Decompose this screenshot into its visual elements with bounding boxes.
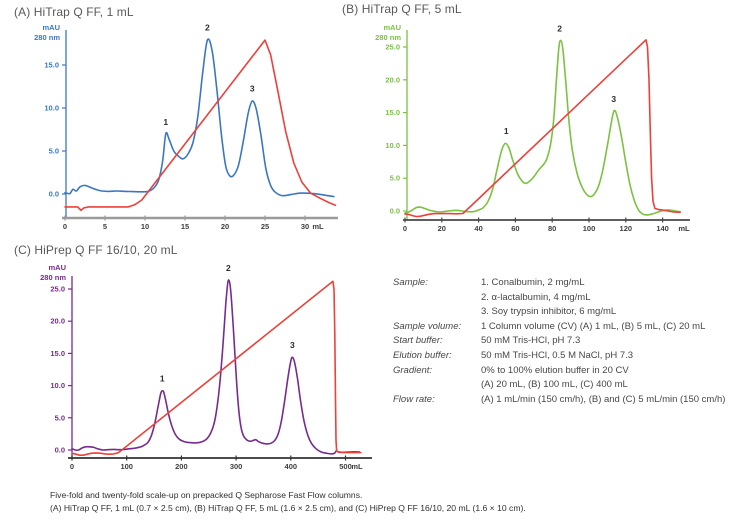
condition-value-line: 1 Column volume (CV) (A) 1 mL, (B) 5 mL,… — [481, 320, 706, 332]
x-tick-label: 140 — [656, 224, 669, 233]
figure-caption: Five-fold and twenty-fold scale-up on pr… — [50, 489, 526, 515]
condition-row: Gradient: 0% to 100% elution buffer in 20… — [393, 364, 735, 393]
x-tick-label: 120 — [620, 224, 633, 233]
y-tick-label: 5.0 — [49, 147, 59, 156]
chart-b-title: (B) HiTrap Q FF, 5 mL — [342, 2, 462, 16]
y-tick-label: 0.0 — [49, 190, 59, 199]
condition-row: Flow rate: (A) 1 mL/min (150 cm/h), (B) a… — [393, 393, 735, 408]
condition-value: (A) 1 mL/min (150 cm/h), (B) and (C) 5 m… — [481, 393, 735, 408]
condition-value-line: 1. Conalbumin, 2 mg/mL — [481, 277, 585, 288]
x-tick-label: 60 — [511, 224, 519, 233]
condition-value-line: 3. Soy trypsin inhibitor, 6 mg/mL — [481, 306, 617, 318]
condition-value: 50 mM Tris-HCl, 0.5 M NaCl, pH 7.3 — [481, 349, 735, 364]
condition-value: 50 mM Tris-HCl, pH 7.3 — [481, 334, 735, 349]
condition-label: Start buffer: — [393, 335, 443, 347]
y-tick-label: 0.0 — [55, 446, 65, 455]
y-tick-label: 10.0 — [44, 104, 59, 113]
salt-gradient-line — [71, 280, 362, 456]
peak-label-3: 3 — [250, 84, 255, 94]
peak-label-1: 1 — [504, 126, 509, 136]
chart-b-plot: mAU 280 nm 0.0 5.0 10.0 15.0 20.0 25.0 0 20 40 60 80… — [375, 23, 690, 233]
condition-value-line: 2. α-lactalbumin, 4 mg/mL — [481, 291, 591, 303]
peak-label-1: 1 — [160, 374, 165, 384]
x-tick-label: 0 — [63, 222, 67, 231]
condition-value: 1. Conalbumin, 2 mg/mL 2. α-lactalbumin, … — [481, 276, 735, 320]
condition-label: Flow rate: — [393, 393, 435, 405]
condition-value: 0% to 100% elution buffer in 20 CV (A) 20… — [481, 364, 735, 393]
x-tick-label: 500 — [339, 462, 352, 471]
caption-line-2: (A) HiTrap Q FF, 1 mL (0.7 × 2.5 cm), (B… — [50, 502, 526, 513]
y-tick-label: 0.0 — [390, 207, 400, 216]
y-tick-label: 15.0 — [50, 349, 65, 358]
condition-row: Start buffer: 50 mM Tris-HCl, pH 7.3 — [393, 334, 735, 349]
chart-a-plot: mAU 280 nm 0.0 5.0 10.0 15.0 0 5 10 15 20 25 30 mL 1 2 3 — [34, 23, 338, 231]
peak-label-2: 2 — [205, 23, 210, 33]
salt-gradient-line — [404, 39, 681, 218]
x-tick-label: 40 — [474, 224, 482, 233]
x-tick-label: 400 — [285, 462, 298, 471]
y-tick-label: 10.0 — [385, 141, 400, 150]
peak-label-3: 3 — [290, 340, 295, 350]
chart-a-title: (A) HiTrap Q FF, 1 mL — [14, 5, 134, 19]
condition-value-line: 50 mM Tris-HCl, pH 7.3 — [481, 335, 581, 347]
condition-value-line: (A) 1 mL/min (150 cm/h), (B) and (C) 5 m… — [481, 393, 726, 405]
y-tick-label: 5.0 — [55, 413, 65, 422]
condition-value-line: 0% to 100% elution buffer in 20 CV — [481, 364, 629, 376]
condition-value-line: 50 mM Tris-HCl, 0.5 M NaCl, pH 7.3 — [481, 349, 634, 361]
condition-value-line: (A) 20 mL, (B) 100 mL, (C) 400 mL — [481, 379, 628, 391]
x-tick-label: 200 — [175, 462, 188, 471]
x-axis-unit-label: mL — [312, 222, 324, 231]
condition-row: Elution buffer: 50 mM Tris-HCl, 0.5 M NaC… — [393, 349, 735, 364]
peak-label-2: 2 — [226, 263, 231, 273]
y-axis-unit-label: mAU 280 nm — [40, 263, 66, 282]
peak-label-1: 1 — [163, 117, 168, 127]
y-axis-unit-label: mAU 280 nm — [34, 23, 60, 42]
x-tick-label: 15 — [181, 222, 189, 231]
condition-label: Gradient: — [393, 364, 433, 376]
x-tick-label: 20 — [221, 222, 229, 231]
x-tick-label: 25 — [261, 222, 269, 231]
y-axis-unit-label: mAU 280 nm — [375, 23, 401, 42]
y-tick-label: 5.0 — [390, 174, 400, 183]
x-tick-label: 20 — [438, 224, 446, 233]
caption-line-1: Five-fold and twenty-fold scale-up on pr… — [50, 490, 363, 500]
uv-280-absorbance-trace — [64, 38, 335, 198]
condition-label: Sample: — [393, 277, 428, 288]
y-tick-label: 20.0 — [385, 75, 400, 84]
y-tick-label: 10.0 — [50, 381, 65, 390]
y-tick-label: 20.0 — [50, 317, 65, 326]
uv-280-absorbance-trace — [404, 39, 681, 216]
condition-row: Sample: 1. Conalbumin, 2 mg/mL 2. α-lactal… — [393, 276, 735, 320]
x-tick-label: 80 — [548, 224, 556, 233]
y-tick-label: 25.0 — [50, 285, 65, 294]
condition-label: Elution buffer: — [393, 349, 452, 361]
x-tick-label: 100 — [120, 462, 133, 471]
x-tick-label: 30 — [301, 222, 309, 231]
condition-label: Sample volume: — [393, 320, 462, 332]
x-tick-label: 5 — [103, 222, 107, 231]
y-tick-label: 25.0 — [385, 43, 400, 52]
peak-label-2: 2 — [557, 23, 562, 33]
y-tick-label: 15.0 — [385, 108, 400, 117]
salt-gradient-line — [64, 39, 337, 212]
x-tick-label: 0 — [403, 224, 407, 233]
x-tick-label: 10 — [141, 222, 149, 231]
uv-280-absorbance-trace — [71, 279, 360, 455]
x-axis-unit-label: mL — [351, 462, 363, 471]
run-conditions-table: Sample: 1. Conalbumin, 2 mg/mL 2. α-lactal… — [393, 276, 735, 407]
x-tick-label: 0 — [70, 462, 74, 471]
chart-c-title: (C) HiPrep Q FF 16/10, 20 mL — [14, 243, 178, 257]
y-tick-label: 15.0 — [44, 61, 59, 70]
condition-value: 1 Column volume (CV) (A) 1 mL, (B) 5 mL,… — [481, 320, 735, 335]
x-axis-unit-label: mL — [678, 224, 690, 233]
condition-row: Sample volume: 1 Column volume (CV) (A) 1… — [393, 320, 735, 335]
x-tick-label: 300 — [230, 462, 243, 471]
chart-c-plot: mAU 280 nm 0.0 5.0 10.0 15.0 20.0 25.0 0 100 200 30… — [40, 263, 372, 471]
x-tick-label: 100 — [583, 224, 596, 233]
peak-label-3: 3 — [611, 94, 616, 104]
